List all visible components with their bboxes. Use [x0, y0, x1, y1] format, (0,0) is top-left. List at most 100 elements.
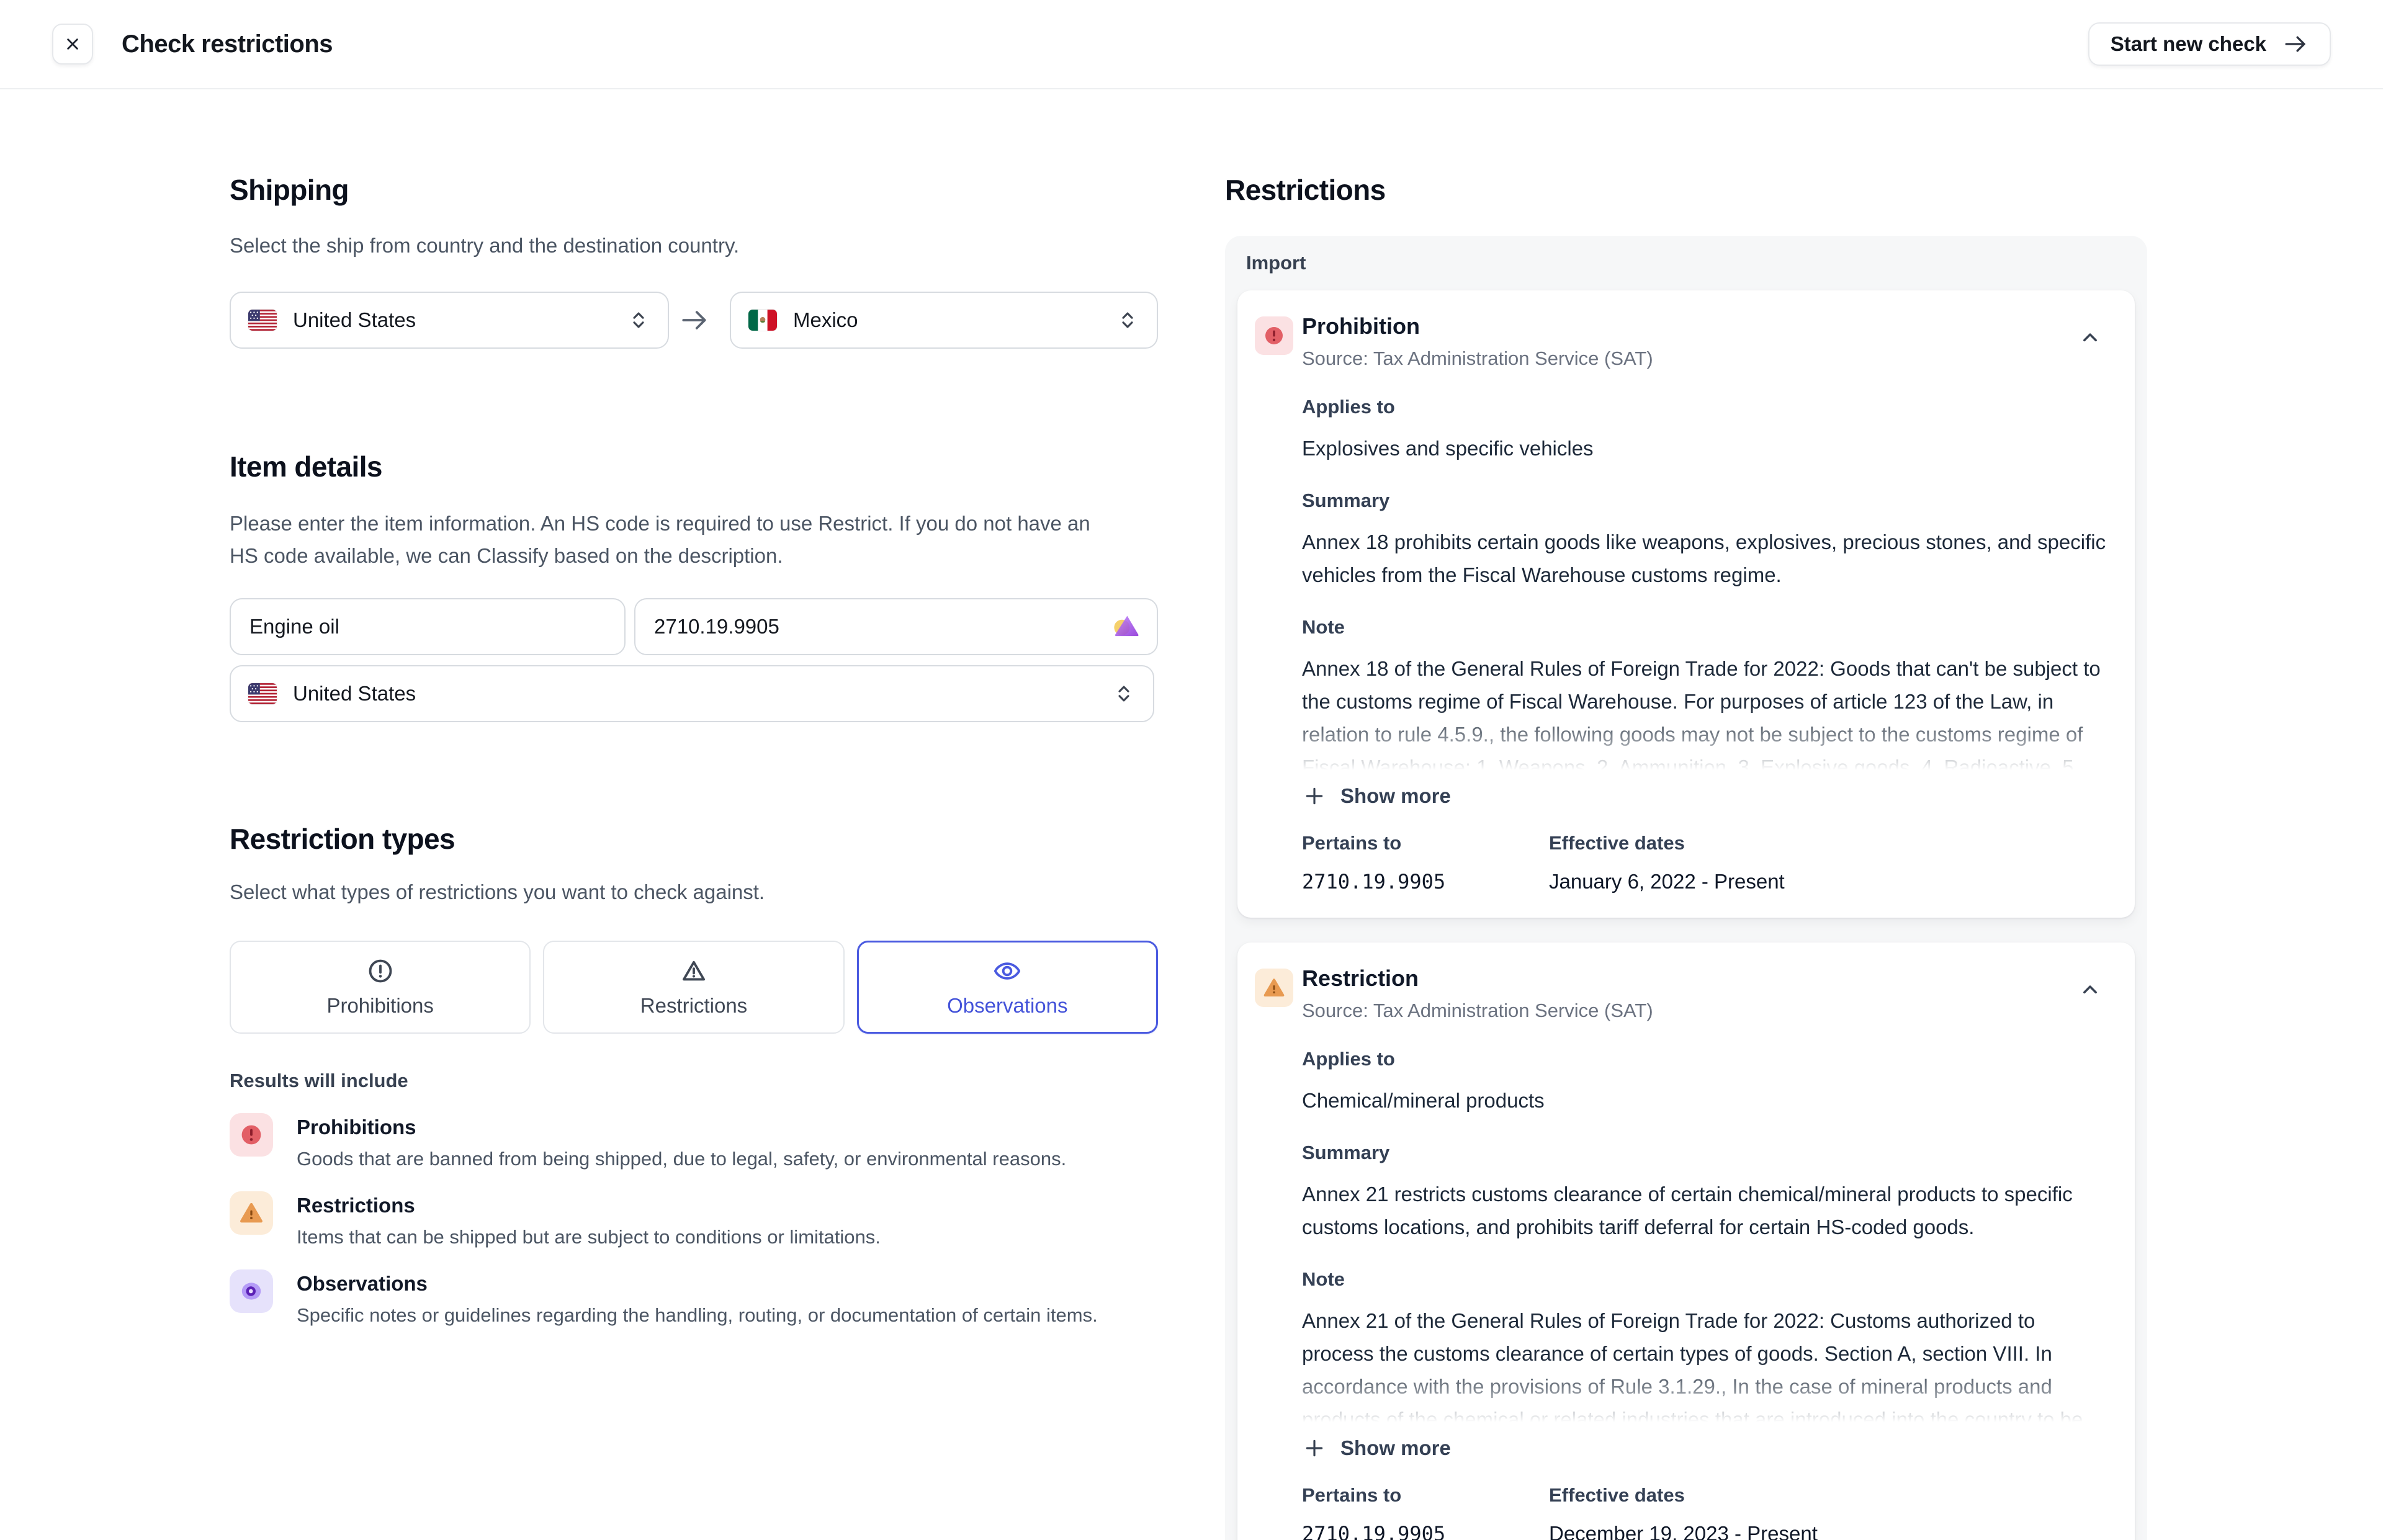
restrictions-column: Restrictions Import Prohibition Sour: [1225, 89, 2152, 1540]
start-new-check-label: Start new check: [2110, 32, 2266, 55]
show-more-label: Show more: [1340, 784, 1451, 807]
restriction-badge-icon: [1255, 969, 1293, 1007]
list-item-description: Goods that are banned from being shipped…: [297, 1148, 1067, 1170]
applies-to-value: Chemical/mineral products: [1302, 1089, 1545, 1112]
restriction-type-options: Prohibitions Restrictions: [230, 941, 1158, 1034]
restriction-card-prohibition: Prohibition Source: Tax Administration S…: [1237, 290, 2135, 918]
pertains-to-block: Pertains to 2710.19.9905: [1302, 831, 1549, 895]
alert-triangle-icon: [680, 957, 708, 985]
effective-dates-value: December 19, 2023 - Present: [1549, 1522, 1818, 1540]
card-header-text: Prohibition Source: Tax Administration S…: [1302, 313, 1653, 371]
pertains-to-label: Pertains to: [1302, 832, 1402, 854]
close-button[interactable]: [52, 24, 93, 65]
route-arrow-icon: [679, 305, 710, 336]
ship-from-value: United States: [293, 308, 416, 331]
note-text: Annex 21 of the General Rules of Foreign…: [1302, 1309, 2083, 1422]
ship-to-select[interactable]: Mexico: [730, 292, 1158, 349]
unfold-icon: [1112, 682, 1136, 705]
card-header: Prohibition Source: Tax Administration S…: [1255, 313, 2106, 371]
card-body: Applies to Explosives and specific vehic…: [1302, 395, 2106, 895]
note-clip: Annex 18 of the General Rules of Foreign…: [1302, 652, 2106, 770]
effective-dates-block: Effective dates December 19, 2023 - Pres…: [1549, 1483, 1818, 1540]
list-item-observations: Observations Specific notes or guideline…: [230, 1269, 1158, 1327]
note-clip: Annex 21 of the General Rules of Foreign…: [1302, 1304, 2106, 1422]
card-source: Source: Tax Administration Service (SAT): [1302, 347, 1653, 369]
shipping-heading: Shipping: [230, 174, 349, 206]
pertains-to-label: Pertains to: [1302, 1484, 1402, 1506]
classify-triangle-icon[interactable]: [1110, 611, 1142, 643]
effective-dates-label: Effective dates: [1549, 1484, 1685, 1506]
card-meta: Pertains to 2710.19.9905 Effective dates…: [1302, 1483, 2106, 1540]
item-country-row: United States: [230, 665, 1158, 722]
card-title: Restriction: [1302, 965, 1419, 991]
item-details-description: Please enter the item information. An HS…: [230, 512, 1090, 567]
pertains-to-block: Pertains to 2710.19.9905: [1302, 1483, 1549, 1540]
start-new-check-button[interactable]: Start new check: [2088, 22, 2331, 66]
item-country-select[interactable]: United States: [230, 665, 1154, 722]
chevron-up-icon: [2078, 977, 2103, 1002]
list-item-title: Observations: [297, 1272, 428, 1295]
option-restrictions[interactable]: Restrictions: [543, 941, 845, 1034]
import-group-label: Import: [1246, 252, 1306, 274]
eye-icon: [993, 957, 1021, 985]
list-item-text: Observations Specific notes or guideline…: [297, 1269, 1098, 1327]
applies-to-label: Applies to: [1302, 1048, 1395, 1070]
ship-from-select[interactable]: United States: [230, 292, 669, 349]
show-more-button[interactable]: Show more: [1302, 1436, 1451, 1461]
shipping-subtitle: Select the ship from country and the des…: [230, 234, 740, 257]
option-label: Observations: [947, 994, 1068, 1017]
prohibition-badge-icon: [230, 1113, 273, 1157]
item-inputs-row: [230, 598, 1158, 655]
list-item-description: Items that can be shipped but are subjec…: [297, 1226, 881, 1248]
ship-to-value: Mexico: [793, 308, 858, 331]
applies-to-label: Applies to: [1302, 396, 1395, 418]
restriction-types-heading: Restriction types: [230, 823, 456, 855]
restriction-types-subtitle: Select what types of restrictions you wa…: [230, 880, 765, 903]
item-description-input[interactable]: [230, 598, 626, 655]
mx-flag-icon: [748, 310, 777, 331]
restriction-badge-icon: [230, 1191, 273, 1235]
show-more-label: Show more: [1340, 1436, 1451, 1459]
card-title: Prohibition: [1302, 313, 1420, 339]
observation-badge-icon: [230, 1269, 273, 1313]
option-label: Prohibitions: [326, 994, 434, 1017]
list-item-title: Restrictions: [297, 1194, 415, 1217]
arrow-right-icon: [2282, 31, 2309, 57]
hs-code-field: [634, 598, 1158, 655]
option-prohibitions[interactable]: Prohibitions: [230, 941, 531, 1034]
effective-dates-label: Effective dates: [1549, 832, 1685, 854]
collapse-button[interactable]: [2074, 321, 2106, 354]
list-item-prohibitions: Prohibitions Goods that are banned from …: [230, 1113, 1158, 1170]
list-item-description: Specific notes or guidelines regarding t…: [297, 1304, 1098, 1326]
option-label: Restrictions: [640, 994, 748, 1017]
note-label: Note: [1302, 616, 1345, 638]
pertains-to-value: 2710.19.9905: [1302, 1522, 1446, 1540]
option-observations[interactable]: Observations: [856, 941, 1158, 1034]
card-header-text: Restriction Source: Tax Administration S…: [1302, 965, 1653, 1023]
close-icon: [63, 34, 83, 54]
note-text: Annex 18 of the General Rules of Foreign…: [1302, 657, 2101, 770]
effective-dates-block: Effective dates January 6, 2022 - Presen…: [1549, 831, 1785, 895]
topbar: Check restrictions Start new check: [0, 0, 2383, 89]
hs-code-input[interactable]: [634, 598, 1158, 655]
note-label: Note: [1302, 1268, 1345, 1290]
unfold-icon: [627, 308, 650, 332]
summary-label: Summary: [1302, 1142, 1390, 1163]
collapse-button[interactable]: [2074, 974, 2106, 1006]
chevron-up-icon: [2078, 325, 2103, 350]
plus-icon: [1302, 784, 1327, 808]
form-column: Shipping Select the ship from country an…: [230, 89, 1158, 1327]
unfold-icon: [1116, 308, 1139, 332]
us-flag-icon: [248, 310, 277, 331]
applies-to-value: Explosives and specific vehicles: [1302, 437, 1594, 460]
summary-label: Summary: [1302, 490, 1390, 511]
card-meta: Pertains to 2710.19.9905 Effective dates…: [1302, 831, 2106, 895]
show-more-button[interactable]: Show more: [1302, 784, 1451, 808]
item-country-value: United States: [293, 682, 416, 705]
effective-dates-value: January 6, 2022 - Present: [1549, 870, 1785, 893]
list-item-text: Restrictions Items that can be shipped b…: [297, 1191, 881, 1248]
shipping-route-row: United States Mexico: [230, 292, 1158, 349]
card-body: Applies to Chemical/mineral products Sum…: [1302, 1047, 2106, 1540]
prohibition-badge-icon: [1255, 316, 1293, 355]
